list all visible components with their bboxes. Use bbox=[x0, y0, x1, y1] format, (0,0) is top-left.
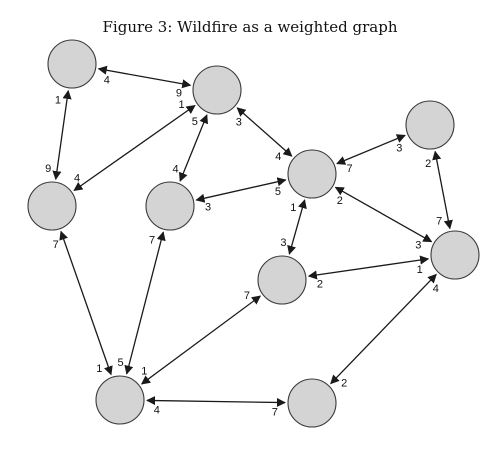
edge-n1-n3 bbox=[52, 89, 72, 181]
edge-n2-n5 bbox=[236, 107, 293, 157]
edge-weight-label: 1 bbox=[178, 99, 184, 111]
edge-n9-n10 bbox=[146, 396, 286, 407]
edge-n6-n8 bbox=[432, 150, 453, 230]
edge-weight-label: 7 bbox=[272, 406, 278, 418]
edge-weight-label: 5 bbox=[117, 357, 123, 369]
edge-weight-label: 3 bbox=[236, 116, 242, 128]
edge-weight-label: 9 bbox=[176, 87, 182, 99]
edge-weight-label: 2 bbox=[341, 378, 347, 390]
figure-caption: Figure 3: Wildfire as a weighted graph bbox=[102, 18, 398, 36]
edge-weight-label: 7 bbox=[53, 239, 59, 251]
edge-weight-label: 1 bbox=[96, 363, 102, 375]
edge-n4-n5 bbox=[195, 177, 287, 203]
edge-weight-label: 3 bbox=[205, 202, 211, 214]
graph-node-n4 bbox=[145, 181, 195, 231]
edge-weight-label: 4 bbox=[275, 151, 281, 163]
edge-weight-label: 7 bbox=[347, 163, 353, 175]
edge-weight-label: 4 bbox=[74, 172, 80, 184]
edge-n1-n2 bbox=[97, 65, 192, 89]
edge-weight-label: 3 bbox=[415, 240, 421, 252]
nodes-layer bbox=[27, 39, 480, 428]
edge-weight-label: 1 bbox=[55, 94, 61, 106]
graph-node-n5 bbox=[287, 149, 337, 199]
graph-node-n1 bbox=[47, 39, 97, 89]
edge-n5-n6 bbox=[336, 134, 406, 165]
edges-layer bbox=[52, 65, 453, 407]
edge-n7-n9 bbox=[140, 295, 262, 385]
edge-weight-label: 4 bbox=[154, 405, 160, 417]
edge-weight-label: 7 bbox=[149, 235, 155, 247]
edge-n5-n7 bbox=[287, 199, 307, 255]
edge-weight-label: 4 bbox=[433, 283, 439, 295]
edge-weight-label: 1 bbox=[141, 366, 147, 378]
edge-weight-label: 7 bbox=[436, 215, 442, 227]
edge-weight-label: 1 bbox=[417, 264, 423, 276]
edge-weight-label: 1 bbox=[290, 202, 296, 214]
edge-weight-label: 7 bbox=[244, 290, 250, 302]
edge-weight-label: 2 bbox=[337, 195, 343, 207]
edge-n3-n9 bbox=[59, 230, 113, 376]
edge-weight-label: 3 bbox=[396, 143, 402, 155]
edge-n10-n8 bbox=[330, 273, 437, 385]
edge-weight-label: 5 bbox=[192, 116, 198, 128]
edge-weight-label: 2 bbox=[317, 279, 323, 291]
graph-node-n7 bbox=[257, 255, 307, 305]
edge-weight-label: 3 bbox=[280, 237, 286, 249]
edge-n7-n8 bbox=[307, 255, 430, 280]
edge-weight-label: 2 bbox=[425, 158, 431, 170]
edge-n5-n8 bbox=[334, 186, 433, 243]
graph-node-n9 bbox=[95, 375, 145, 425]
graph-node-n3 bbox=[27, 181, 77, 231]
edge-weight-label: 9 bbox=[45, 163, 51, 175]
edge-n4-n9 bbox=[124, 231, 166, 375]
edge-weight-label: 5 bbox=[275, 186, 281, 198]
edge-n2-n4 bbox=[178, 114, 209, 182]
graph-node-n8 bbox=[430, 230, 480, 280]
graph-node-n6 bbox=[405, 100, 455, 150]
edge-n2-n3 bbox=[73, 104, 196, 192]
edge-weight-label: 4 bbox=[172, 163, 178, 175]
graph-node-n10 bbox=[287, 378, 337, 428]
edge-weight-label: 4 bbox=[104, 74, 110, 86]
graph-node-n2 bbox=[192, 65, 242, 115]
